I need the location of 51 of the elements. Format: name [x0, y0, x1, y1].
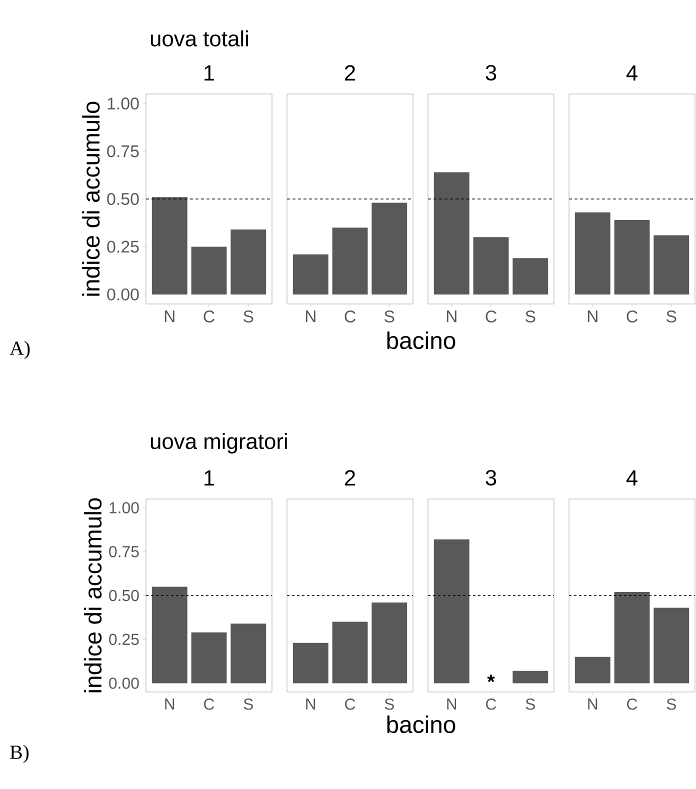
x-tick-label: N — [446, 310, 456, 322]
chart-title: 2 — [345, 65, 355, 80]
y-axis-title: indice di accumulo — [84, 498, 102, 692]
x-tick-label: C — [626, 310, 638, 323]
chart-subtitle: uova totali — [150, 30, 248, 46]
chart-title: 1 — [204, 470, 214, 486]
x-tick-label: S — [384, 310, 394, 323]
x-tick-label: N — [165, 698, 174, 710]
y-tick-label: 0.75 — [109, 546, 139, 558]
x-axis-title: bacino — [387, 332, 456, 350]
y-tick-label: 0.25 — [109, 634, 139, 645]
chart-title: 2 — [345, 470, 355, 486]
chart-title: 3 — [486, 64, 496, 80]
y-tick-label: 1.00 — [110, 502, 139, 514]
x-tick-label: C — [345, 698, 356, 710]
chart-title: 4 — [626, 65, 638, 80]
x-tick-label: S — [525, 310, 536, 323]
x-tick-label: C — [204, 698, 214, 710]
x-tick-label: N — [306, 310, 316, 322]
chart-title: 1 — [204, 65, 214, 80]
x-tick-label: N — [447, 698, 456, 710]
y-tick-label: 0.25 — [107, 240, 139, 253]
y-tick-label: 0.75 — [107, 145, 139, 158]
y-tick-label: 0.50 — [107, 192, 139, 205]
chart-title: 3 — [486, 470, 496, 486]
text: B) — [10, 744, 29, 764]
x-tick-label: N — [588, 698, 598, 710]
x-tick-label: S — [666, 698, 676, 710]
x-tick-label: S — [384, 698, 394, 710]
y-axis-title: indice di accumulo — [82, 102, 100, 296]
x-tick-label: N — [306, 698, 316, 710]
text: A) — [10, 340, 30, 360]
chart-subtitle: uova migratori — [150, 433, 287, 454]
y-tick-label: 0.00 — [109, 678, 139, 689]
annotation: * — [487, 674, 495, 682]
chart-title: 4 — [626, 470, 638, 486]
x-axis-title: bacino — [387, 716, 456, 734]
x-tick-label: S — [526, 698, 535, 710]
y-tick-label: 0.00 — [107, 288, 139, 300]
x-tick-label: S — [243, 310, 254, 323]
x-tick-label: C — [486, 310, 496, 323]
x-tick-label: S — [666, 310, 676, 323]
x-tick-label: C — [204, 310, 214, 323]
x-tick-label: N — [164, 310, 174, 322]
x-tick-label: C — [486, 698, 496, 710]
x-tick-label: C — [627, 698, 638, 710]
y-tick-label: 0.50 — [109, 590, 139, 602]
x-tick-label: S — [244, 698, 253, 710]
x-tick-label: C — [344, 310, 356, 323]
x-tick-label: N — [588, 310, 598, 322]
y-tick-label: 1.00 — [108, 98, 139, 110]
